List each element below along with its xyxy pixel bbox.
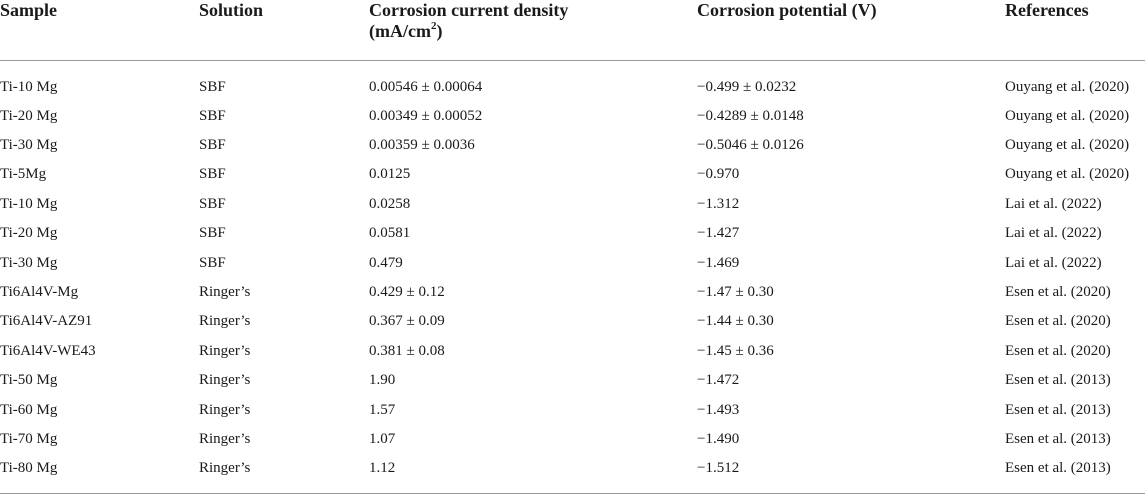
cell-corrosion-potential: −1.427 — [697, 225, 740, 242]
cell-reference: Esen et al. (2020) — [1005, 284, 1111, 301]
cell-corrosion-potential: −1.512 — [697, 460, 740, 477]
header-corrosion-current-density: Corrosion current density (mA/cm2) — [369, 0, 697, 60]
cell-corrosion-potential: −1.469 — [697, 254, 740, 271]
cell-sample: Ti6Al4V-AZ91 — [0, 313, 93, 330]
header-current-line1: Corrosion current density — [369, 0, 569, 20]
cell-sample: Ti-30 Mg — [0, 137, 58, 154]
cell-corrosion-current-density: 0.0581 — [369, 225, 411, 242]
cell-corrosion-potential: −0.970 — [697, 166, 740, 183]
cell-sample: Ti-10 Mg — [0, 78, 58, 95]
table-row: Ti-10 Mg SBF 0.0258 −1.312 Lai et al. (2022) — [0, 190, 1145, 219]
cell-sample: Ti-80 Mg — [0, 460, 58, 477]
cell-reference: Lai et al. (2022) — [1005, 195, 1102, 212]
table-row: Ti6Al4V-AZ91 Ringer’s 0.367 ± 0.09 −1.44 ± … — [0, 307, 1145, 336]
table-row: Ti-20 Mg SBF 0.0581 −1.427 Lai et al. (2022) — [0, 219, 1145, 248]
table-header: Sample Solution Corrosion current densit… — [0, 0, 1145, 60]
cell-reference: Ouyang et al. (2020) — [1005, 107, 1130, 124]
table-row: Ti-5Mg SBF 0.0125 −0.970 Ouyang et al. (2020… — [0, 160, 1145, 189]
cell-corrosion-potential: −0.499 ± 0.0232 — [697, 78, 797, 95]
header-solution: Solution — [199, 0, 264, 20]
cell-reference: Lai et al. (2022) — [1005, 225, 1102, 242]
table-row: Ti-10 Mg SBF 0.00546 ± 0.00064 −0.499 ± 0.0… — [0, 60, 1145, 102]
cell-solution: SBF — [199, 166, 226, 183]
cell-reference: Esen et al. (2013) — [1005, 460, 1111, 477]
header-current-unit-suffix: ) — [436, 21, 443, 41]
cell-reference: Esen et al. (2020) — [1005, 313, 1111, 330]
cell-sample: Ti6Al4V-WE43 — [0, 342, 96, 359]
cell-corrosion-potential: −0.4289 ± 0.0148 — [697, 107, 804, 124]
cell-solution: SBF — [199, 254, 226, 271]
cell-corrosion-current-density: 0.0125 — [369, 166, 411, 183]
table-row: Ti-50 Mg Ringer’s 1.90 −1.472 Esen et al. (2… — [0, 366, 1145, 395]
table-row: Ti6Al4V-WE43 Ringer’s 0.381 ± 0.08 −1.45 ± … — [0, 337, 1145, 366]
cell-corrosion-current-density: 0.381 ± 0.08 — [369, 342, 445, 359]
table-row: Ti-80 Mg Ringer’s 1.12 −1.512 Esen et al. (2… — [0, 454, 1145, 483]
cell-sample: Ti-10 Mg — [0, 195, 58, 212]
cell-solution: SBF — [199, 225, 226, 242]
cell-solution: SBF — [199, 137, 226, 154]
cell-solution: SBF — [199, 195, 226, 212]
table-row: Ti-70 Mg Ringer’s 1.07 −1.490 Esen et al. (2… — [0, 425, 1145, 454]
cell-reference: Ouyang et al. (2020) — [1005, 166, 1130, 183]
table-row: Ti6Al4V-Mg Ringer’s 0.429 ± 0.12 −1.47 ± 0.… — [0, 278, 1145, 307]
cell-corrosion-current-density: 0.0258 — [369, 195, 411, 212]
cell-corrosion-potential: −0.5046 ± 0.0126 — [697, 137, 804, 154]
header-row: Sample Solution Corrosion current densit… — [0, 0, 1145, 60]
cell-reference: Ouyang et al. (2020) — [1005, 137, 1130, 154]
cell-corrosion-current-density: 0.429 ± 0.12 — [369, 284, 445, 301]
corrosion-table: Sample Solution Corrosion current densit… — [0, 0, 1145, 484]
table-row: Ti-20 Mg SBF 0.00349 ± 0.00052 −0.4289 ± 0.… — [0, 102, 1145, 131]
table-row: Ti-30 Mg SBF 0.479 −1.469 Lai et al. (2022) — [0, 248, 1145, 277]
cell-corrosion-potential: −1.44 ± 0.30 — [697, 313, 774, 330]
cell-sample: Ti-50 Mg — [0, 372, 58, 389]
cell-corrosion-potential: −1.45 ± 0.36 — [697, 342, 774, 359]
cell-corrosion-current-density: 0.367 ± 0.09 — [369, 313, 445, 330]
cell-corrosion-potential: −1.490 — [697, 430, 740, 447]
cell-solution: Ringer’s — [199, 401, 251, 418]
cell-sample: Ti-20 Mg — [0, 107, 58, 124]
cell-corrosion-potential: −1.493 — [697, 401, 740, 418]
cell-sample: Ti-30 Mg — [0, 254, 58, 271]
cell-corrosion-potential: −1.312 — [697, 195, 740, 212]
cell-solution: Ringer’s — [199, 313, 251, 330]
table-bottom-rule — [0, 493, 1145, 494]
cell-solution: SBF — [199, 107, 226, 124]
cell-solution: SBF — [199, 78, 226, 95]
cell-reference: Ouyang et al. (2020) — [1005, 78, 1130, 95]
cell-solution: Ringer’s — [199, 430, 251, 447]
header-references: References — [1005, 0, 1089, 20]
cell-reference: Esen et al. (2013) — [1005, 430, 1111, 447]
cell-sample: Ti-20 Mg — [0, 225, 58, 242]
cell-reference: Esen et al. (2013) — [1005, 401, 1111, 418]
cell-corrosion-current-density: 1.90 — [369, 372, 396, 389]
cell-sample: Ti-5Mg — [0, 166, 47, 183]
header-current-unit-sup: 2 — [430, 20, 437, 32]
table-row: Ti-30 Mg SBF 0.00359 ± 0.0036 −0.5046 ± 0.0… — [0, 131, 1145, 160]
cell-corrosion-current-density: 0.479 — [369, 254, 403, 271]
header-corrosion-potential: Corrosion potential (V) — [697, 0, 877, 20]
cell-reference: Esen et al. (2020) — [1005, 342, 1111, 359]
cell-solution: Ringer’s — [199, 460, 251, 477]
cell-corrosion-potential: −1.472 — [697, 372, 740, 389]
cell-corrosion-current-density: 1.07 — [369, 430, 396, 447]
cell-corrosion-current-density: 0.00349 ± 0.00052 — [369, 107, 483, 124]
table-body: Ti-10 Mg SBF 0.00546 ± 0.00064 −0.499 ± 0.0… — [0, 60, 1145, 484]
cell-solution: Ringer’s — [199, 372, 251, 389]
cell-solution: Ringer’s — [199, 284, 251, 301]
header-sample: Sample — [0, 0, 58, 20]
cell-reference: Lai et al. (2022) — [1005, 254, 1102, 271]
cell-corrosion-current-density: 0.00546 ± 0.00064 — [369, 78, 483, 95]
cell-sample: Ti-70 Mg — [0, 430, 58, 447]
cell-corrosion-current-density: 0.00359 ± 0.0036 — [369, 137, 475, 154]
header-current-unit-prefix: (mA/cm — [369, 21, 431, 41]
cell-solution: Ringer’s — [199, 342, 251, 359]
cell-corrosion-current-density: 1.12 — [369, 460, 396, 477]
cell-reference: Esen et al. (2013) — [1005, 372, 1111, 389]
table-row: Ti-60 Mg Ringer’s 1.57 −1.493 Esen et al. (2… — [0, 395, 1145, 424]
cell-corrosion-current-density: 1.57 — [369, 401, 396, 418]
cell-sample: Ti6Al4V-Mg — [0, 284, 79, 301]
cell-sample: Ti-60 Mg — [0, 401, 58, 418]
cell-corrosion-potential: −1.47 ± 0.30 — [697, 284, 774, 301]
